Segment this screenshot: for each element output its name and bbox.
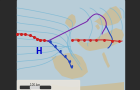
Polygon shape — [94, 6, 122, 26]
Polygon shape — [50, 53, 88, 79]
Polygon shape — [65, 14, 76, 28]
Bar — [17, 0, 124, 90]
Bar — [17, 80, 79, 90]
Polygon shape — [55, 45, 56, 48]
Polygon shape — [69, 61, 71, 63]
Polygon shape — [95, 24, 100, 30]
Bar — [124, 0, 140, 90]
Polygon shape — [60, 50, 61, 53]
Polygon shape — [102, 52, 110, 68]
Polygon shape — [75, 28, 124, 51]
Polygon shape — [65, 55, 66, 58]
Polygon shape — [71, 66, 73, 68]
Text: H: H — [35, 48, 41, 57]
Polygon shape — [50, 41, 51, 43]
Polygon shape — [52, 82, 124, 90]
Text: 100 km: 100 km — [30, 83, 40, 86]
Bar — [0, 0, 17, 90]
